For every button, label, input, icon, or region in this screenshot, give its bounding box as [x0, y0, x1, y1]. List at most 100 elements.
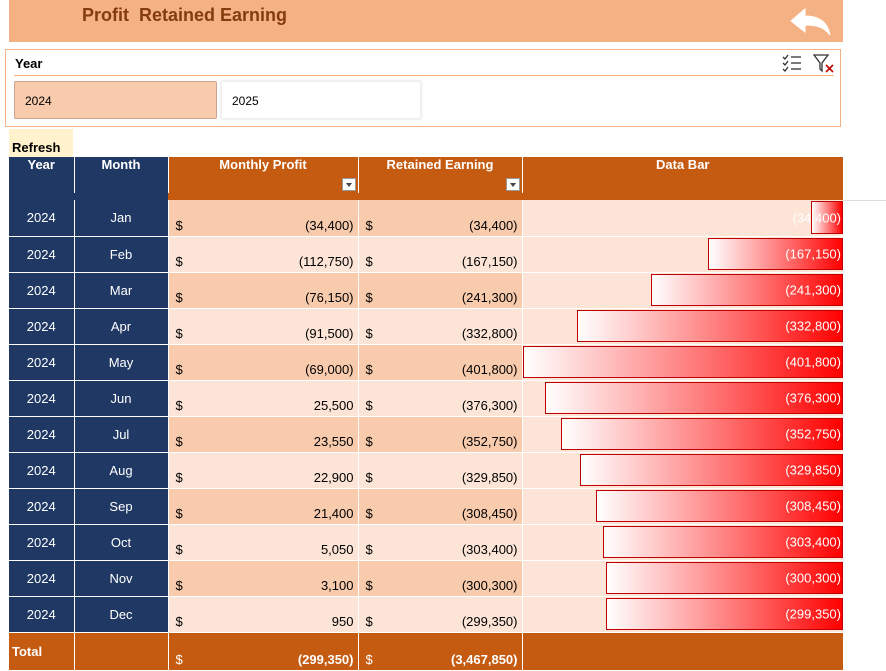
- profit-table: Year Month Monthly Profit Retained Earni…: [9, 157, 843, 671]
- table-row: 2024 Dec $950 $ (299,350) (299,350): [9, 596, 843, 633]
- data-bar-label: (401,800): [785, 354, 841, 370]
- table-row: 2024 Jan $ (34,400) $ (34,400) (34,400): [9, 200, 843, 237]
- monthly-profit-value: 21,400: [313, 505, 354, 521]
- clear-filter-icon[interactable]: [813, 54, 835, 74]
- monthly-profit-value: 25,500: [313, 397, 354, 413]
- gap-cell: [168, 193, 358, 200]
- slicer-title: Year: [15, 56, 43, 71]
- monthly-profit-cell: $5,050: [168, 524, 359, 561]
- year-cell: 2024: [9, 416, 75, 453]
- retained-earning-cell: $ (332,800): [358, 308, 523, 345]
- total-profit: (299,350): [297, 651, 354, 667]
- retained-earning-cell: $ (308,450): [358, 488, 523, 525]
- month-cell: Jan: [74, 200, 169, 237]
- total-profit-cell: $ (299,350): [168, 632, 359, 671]
- year-cell: 2024: [9, 488, 75, 525]
- monthly-profit-cell: $23,550: [168, 416, 359, 453]
- data-bar: [560, 417, 843, 450]
- slicer-divider: [14, 75, 834, 76]
- retained-filter-dropdown[interactable]: [505, 178, 520, 191]
- data-bar-cell: (303,400): [522, 524, 843, 561]
- data-bar-label: (300,300): [785, 570, 841, 586]
- data-bar-label: (329,850): [785, 462, 841, 478]
- currency-symbol: $: [175, 541, 183, 557]
- year-cell: 2024: [9, 452, 75, 489]
- retained-earning-value: (352,750): [461, 433, 518, 449]
- retained-earning-value: (167,150): [461, 253, 518, 269]
- year-cell: 2024: [9, 596, 75, 633]
- currency-symbol: $: [175, 397, 183, 413]
- retained-earning-value: (308,450): [461, 505, 518, 521]
- data-bar-label: (241,300): [785, 282, 841, 298]
- refresh-button[interactable]: Refresh: [9, 129, 73, 157]
- col-header-month: Month: [74, 157, 169, 193]
- col-header-retained-earning: Retained Earning: [358, 157, 523, 193]
- data-bar: [605, 597, 843, 630]
- retained-earning-cell: $ (401,800): [358, 344, 523, 381]
- currency-symbol: $: [175, 577, 183, 593]
- data-bar-label: (308,450): [785, 498, 841, 514]
- monthly-profit-cell: $ (34,400): [168, 200, 359, 237]
- data-bar: [596, 489, 843, 522]
- data-bar-cell: (167,150): [522, 236, 843, 273]
- slicer-item-2025[interactable]: 2025: [221, 81, 421, 119]
- data-bar: [522, 345, 843, 378]
- table-row: 2024 Jun $25,500 $ (376,300) (376,300): [9, 380, 843, 417]
- retained-earning-cell: $ (376,300): [358, 380, 523, 417]
- data-bar-cell: (352,750): [522, 416, 843, 453]
- retained-earning-cell: $ (303,400): [358, 524, 523, 561]
- table-row: 2024 Mar $ (76,150) $ (241,300) (241,300): [9, 272, 843, 309]
- monthly-profit-value: 22,900: [313, 469, 354, 485]
- page-title: Profit Retained Earning: [82, 5, 288, 25]
- retained-earning-cell: $ (299,350): [358, 596, 523, 633]
- table-row: 2024 Feb $ (112,750) $ (167,150) (167,150): [9, 236, 843, 273]
- monthly-profit-value: (69,000): [305, 361, 354, 377]
- currency-symbol: $: [175, 217, 183, 233]
- year-cell: 2024: [9, 236, 75, 273]
- currency-symbol: $: [365, 289, 373, 305]
- data-bar-cell: (376,300): [522, 380, 843, 417]
- monthly-profit-cell: $ (76,150): [168, 272, 359, 309]
- monthly-profit-value: 950: [331, 613, 354, 629]
- slicer-item-2024[interactable]: 2024: [14, 81, 217, 119]
- data-bar-cell: (34,400): [522, 200, 843, 237]
- gap-cell: [522, 193, 843, 200]
- col-header-year: Year: [9, 157, 75, 193]
- data-bar: [602, 525, 843, 558]
- currency-symbol: $: [365, 253, 373, 269]
- currency-symbol: $: [175, 361, 183, 377]
- monthly-profit-value: (91,500): [305, 325, 354, 341]
- col-header-retained-earning-label: Retained Earning: [386, 157, 494, 172]
- gap-cell: [9, 193, 74, 200]
- month-cell: Aug: [74, 452, 169, 489]
- currency-symbol: $: [175, 289, 183, 305]
- total-retained-cell: $ (3,467,850): [358, 632, 523, 671]
- table-row: 2024 Nov $3,100 $ (300,300) (300,300): [9, 560, 843, 597]
- retained-earning-value: (376,300): [461, 397, 518, 413]
- month-cell: Jun: [74, 380, 169, 417]
- year-cell: 2024: [9, 524, 75, 561]
- data-bar-cell: (299,350): [522, 596, 843, 633]
- table-row: 2024 Apr $ (91,500) $ (332,800) (332,800): [9, 308, 843, 345]
- multi-select-icon[interactable]: [782, 54, 802, 72]
- currency-symbol: $: [365, 469, 373, 485]
- profit-filter-dropdown[interactable]: [341, 178, 356, 191]
- gap-cell: [74, 193, 168, 200]
- month-cell: Apr: [74, 308, 169, 345]
- month-cell: Mar: [74, 272, 169, 309]
- undo-arrow-icon[interactable]: [787, 5, 833, 39]
- currency-symbol: $: [365, 325, 373, 341]
- year-cell: 2024: [9, 344, 75, 381]
- data-bar-label: (332,800): [785, 318, 841, 334]
- currency-symbol: $: [365, 433, 373, 449]
- currency-symbol: $: [365, 577, 373, 593]
- retained-earning-value: (241,300): [461, 289, 518, 305]
- monthly-profit-value: 5,050: [320, 541, 354, 557]
- currency-symbol: $: [365, 361, 373, 377]
- currency-symbol: $: [175, 505, 183, 521]
- currency-symbol: $: [175, 613, 183, 629]
- monthly-profit-value: 23,550: [313, 433, 354, 449]
- retained-earning-value: (303,400): [461, 541, 518, 557]
- currency-symbol: $: [365, 541, 373, 557]
- data-bar: [810, 201, 843, 234]
